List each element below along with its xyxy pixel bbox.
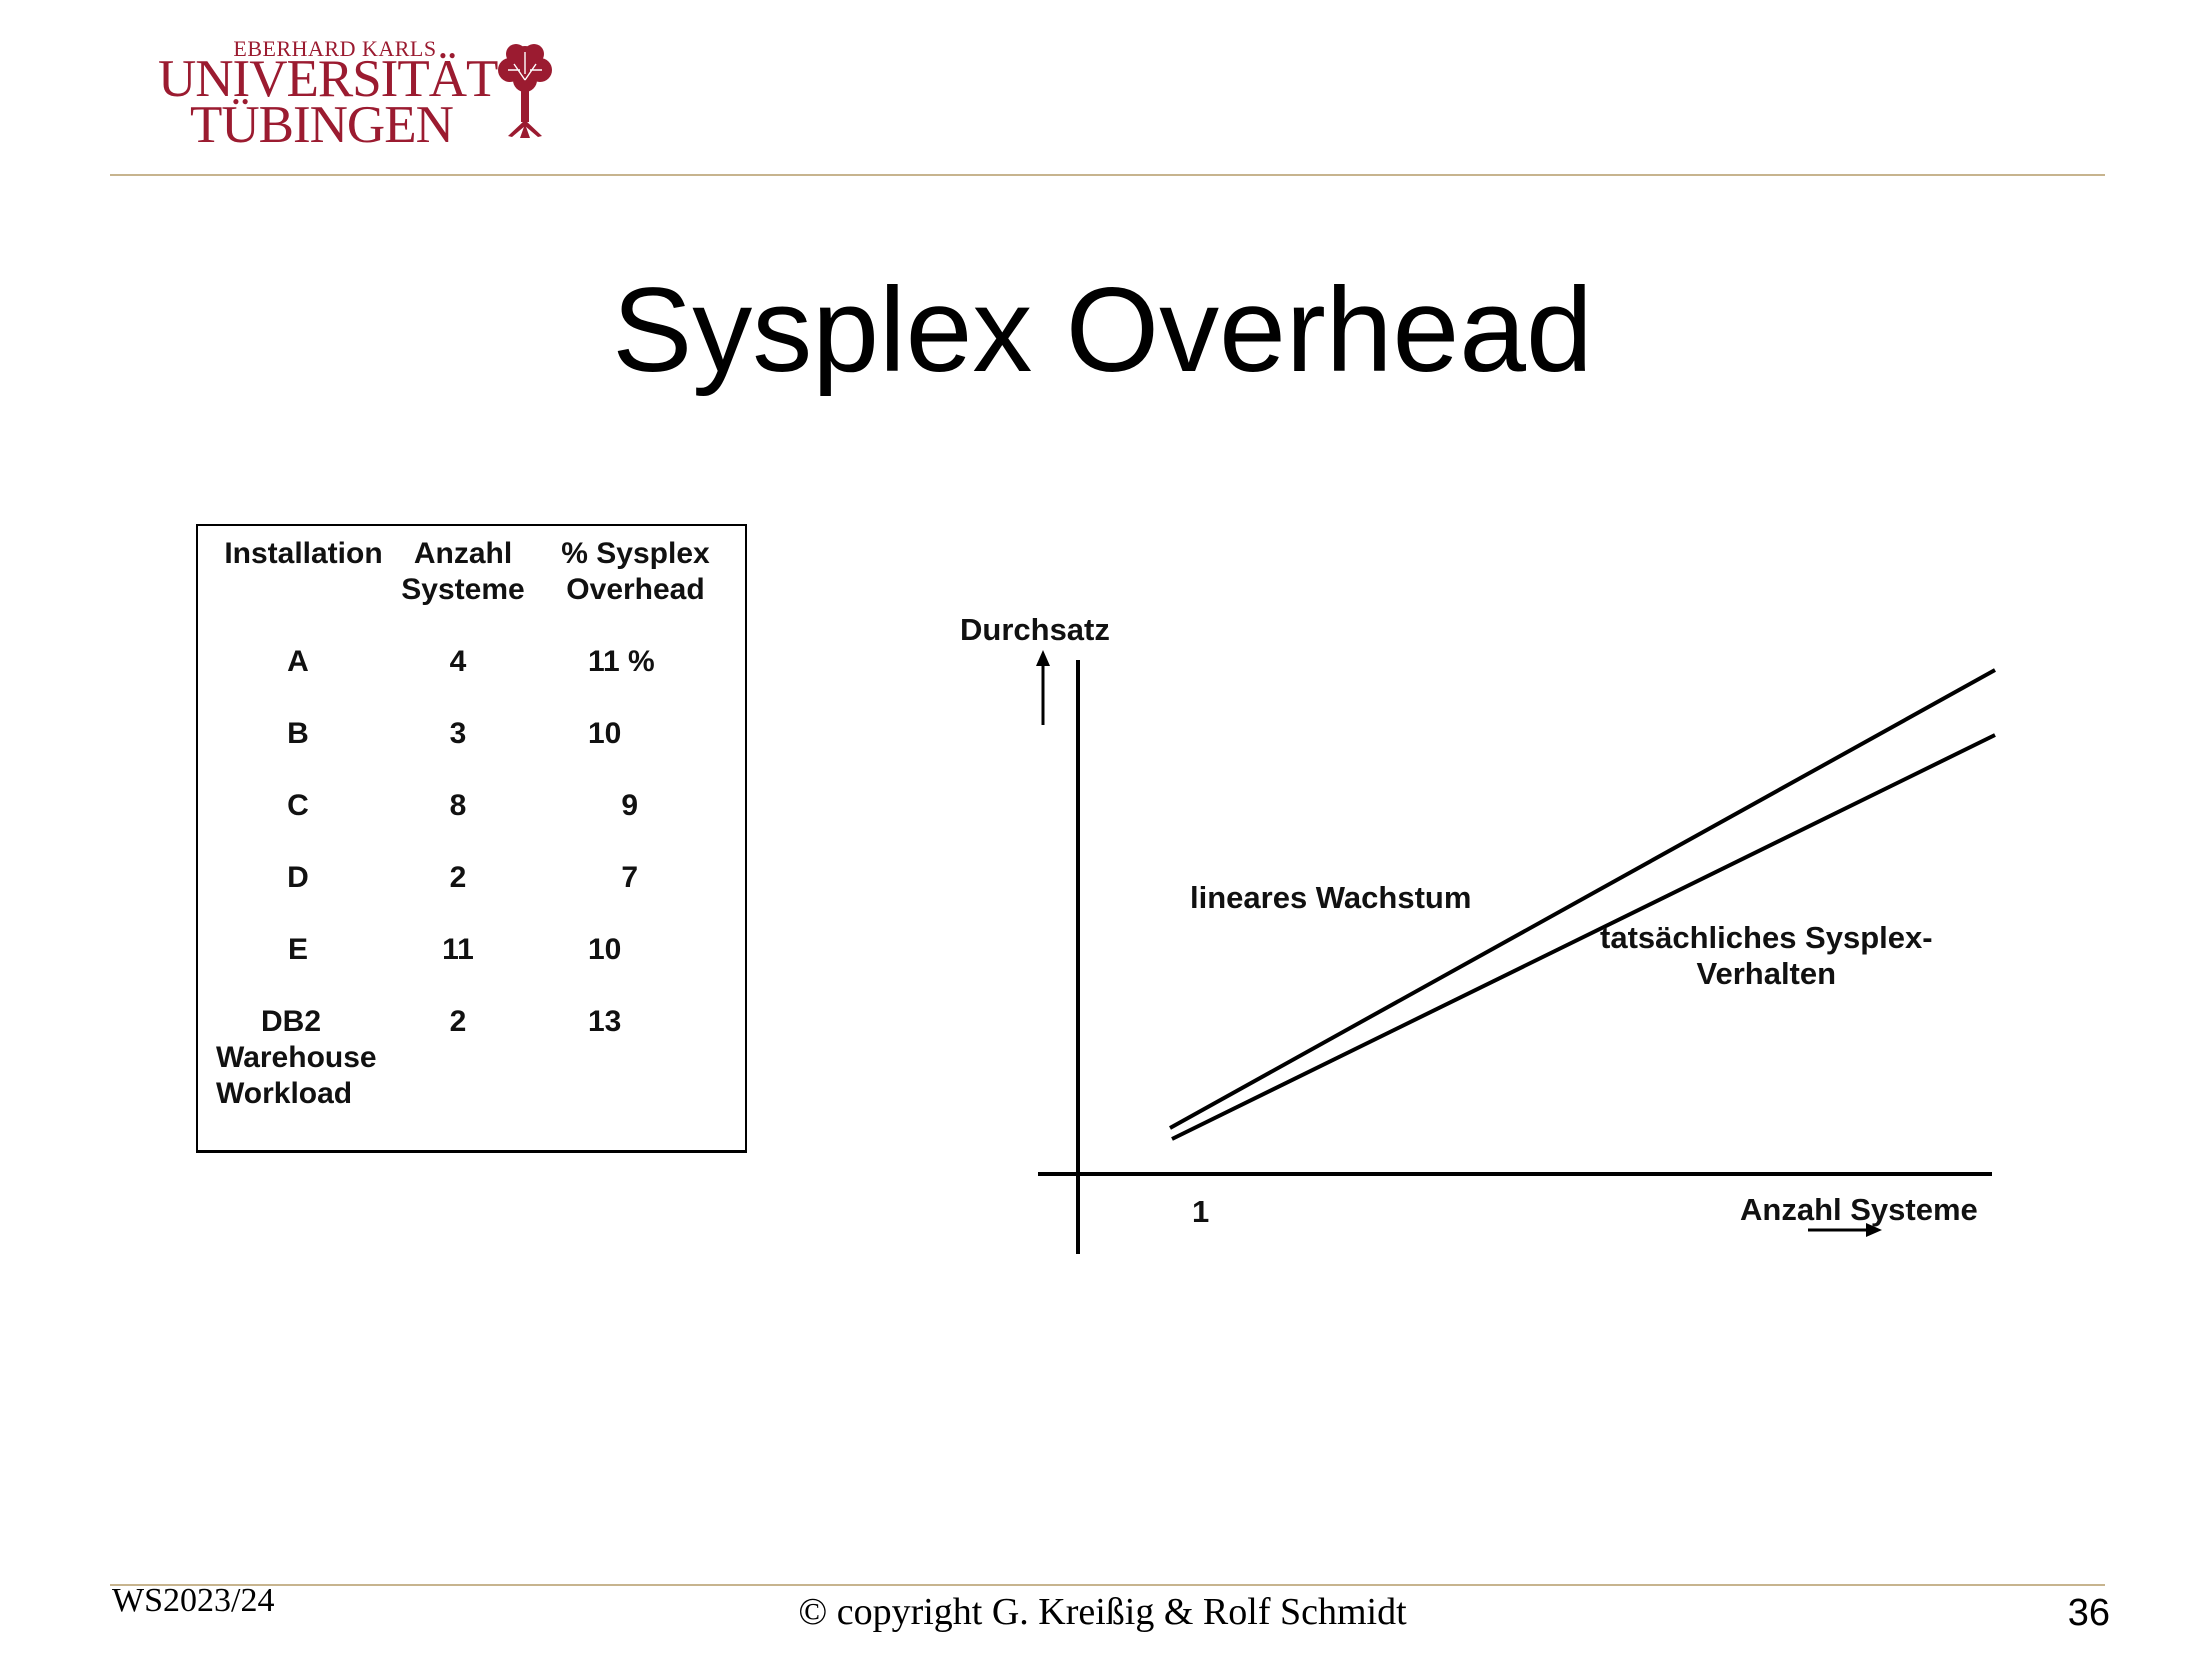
tree-icon [498,44,552,138]
cell-anzahl: 11 [442,933,474,966]
y-axis-arrowhead [1036,650,1050,666]
header-sysplex-overhead: % Sysplex Overhead [561,537,710,606]
cell-installation: B [287,717,309,750]
cell-overhead: 11 % [588,645,655,678]
logo-line-1: EBERHARD KARLS [233,36,437,61]
cell-installation: D [287,861,309,894]
cell-overhead: 7 [621,861,638,894]
overhead-table: Installation Anzahl Systeme % Sysplex Ov… [196,524,747,1153]
x-axis-arrowhead [1866,1223,1882,1237]
x-tick-1: 1 [1192,1194,1210,1229]
linear-growth-label: lineares Wachstum [1190,880,1472,915]
cell-installation-db2: DB2 Warehouse Workload [216,1005,377,1110]
logo-line-3: TÜBINGEN [190,96,454,154]
diagram-lines [1036,650,1996,1254]
cell-installation: E [287,933,308,966]
cell-anzahl: 4 [449,645,467,678]
cell-anzahl: 3 [449,717,467,750]
cell-overhead: 9 [621,789,638,822]
header-installation: Installation [224,537,383,570]
x-axis-label: Anzahl Systeme [1740,1192,1978,1227]
university-logo: EBERHARD KARLS UNIVERSITÄT TÜBINGEN [150,34,570,152]
sysplex-behavior-line [1171,733,1996,1141]
slide-title: Sysplex Overhead [612,263,1593,398]
cell-overhead: 10 [588,933,622,966]
header-rule [110,174,2105,176]
page-number: 36 [2067,1592,2110,1634]
header-anzahl-systeme: Anzahl Systeme [401,537,525,606]
sysplex-behavior-label: tatsächliches Sysplex- Verhalten [1600,920,1933,991]
cell-installation: A [287,645,309,678]
cell-anzahl: 8 [449,789,467,822]
cell-installation: C [287,789,309,822]
cell-anzahl: 2 [449,861,467,894]
linear-growth-line [1169,668,1996,1130]
copyright-notice: © copyright G. Kreißig & Rolf Schmidt [798,1591,1407,1633]
y-axis-label: Durchsatz [960,612,1110,647]
cell-overhead: 13 [588,1005,622,1038]
cell-anzahl: 2 [449,1005,467,1038]
footer-rule [110,1584,2105,1586]
logo-line-2: UNIVERSITÄT [158,50,498,108]
semester-label: WS2023/24 [112,1582,275,1619]
cell-overhead: 10 [588,717,622,750]
